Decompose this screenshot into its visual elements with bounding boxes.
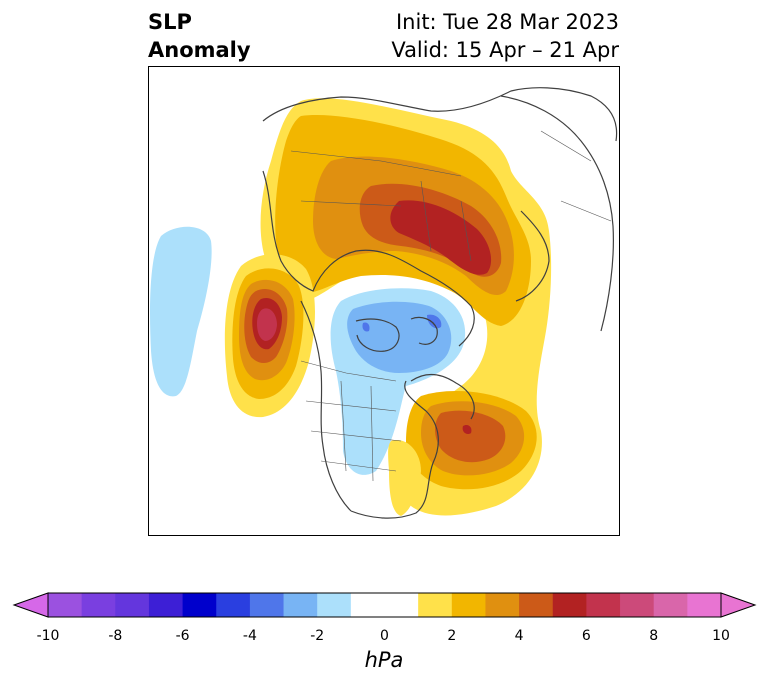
colorbar-tick-label-6: 2	[447, 628, 457, 644]
colorbar-bin-4	[182, 593, 217, 617]
variable-title-line1: SLP	[148, 10, 192, 34]
positive-anomaly-north-pacific	[224, 254, 315, 418]
colorbar-bin-9	[350, 593, 419, 617]
map-svg	[150, 87, 618, 519]
colorbar-bin-15	[586, 593, 621, 617]
colorbar-tick-label-8: 6	[581, 628, 591, 644]
init-date: Init: Tue 28 Mar 2023	[395, 10, 619, 34]
country-borders	[290, 130, 612, 482]
colorbar-tick-label-5: 0	[380, 628, 389, 644]
colorbar-tick-label-0: -10	[36, 628, 60, 644]
colorbar-outline	[47, 592, 722, 618]
colorbar-under-arrow	[12, 592, 49, 618]
colorbar-bin-6	[249, 593, 285, 617]
variable-title: SLP Anomaly	[148, 8, 251, 64]
colorbar-bin-1	[81, 593, 116, 617]
colorbar-bin-8	[317, 593, 352, 617]
colorbar-bin-14	[552, 593, 587, 617]
colorbar-bin-2	[115, 593, 150, 617]
positive-anomaly-north-atlantic	[388, 391, 537, 516]
colorbar-tick-label-2: -6	[175, 628, 190, 644]
colorbar-bin-16	[620, 593, 655, 617]
colorbar-bin-17	[653, 593, 688, 617]
colorbar-tick-label-4: -2	[310, 628, 325, 644]
colorbar-bin-11	[451, 593, 486, 617]
valid-range: Valid: 15 Apr – 21 Apr	[391, 38, 619, 62]
colorbar-bin-5	[216, 593, 251, 617]
colorbar-bin-13	[519, 593, 554, 617]
colorbar-bin-3	[148, 593, 184, 617]
colorbar-tick-label-1: -8	[108, 628, 123, 644]
colorbar-tick-label-9: 8	[649, 628, 659, 644]
colorbar-bin-12	[485, 593, 520, 617]
colorbar-tick-label-7: 4	[514, 628, 524, 644]
colorbar-unit: hPa	[364, 648, 404, 672]
date-title: Init: Tue 28 Mar 2023 Valid: 15 Apr – 21…	[391, 8, 619, 64]
negative-anomaly-central-pacific	[150, 226, 212, 397]
colorbar-bin-0	[48, 593, 83, 617]
variable-title-line2: Anomaly	[148, 38, 251, 62]
colorbar	[12, 592, 757, 618]
colorbar-over-arrow	[720, 592, 757, 618]
anomaly-map	[148, 66, 620, 536]
coastlines	[262, 87, 618, 519]
colorbar-tick-label-10: 10	[712, 628, 730, 644]
colorbar-bin-18	[687, 593, 722, 617]
colorbar-bin-10	[418, 593, 453, 617]
colorbar-tick-label-3: -4	[242, 628, 257, 644]
colorbar-bin-7	[283, 593, 318, 617]
